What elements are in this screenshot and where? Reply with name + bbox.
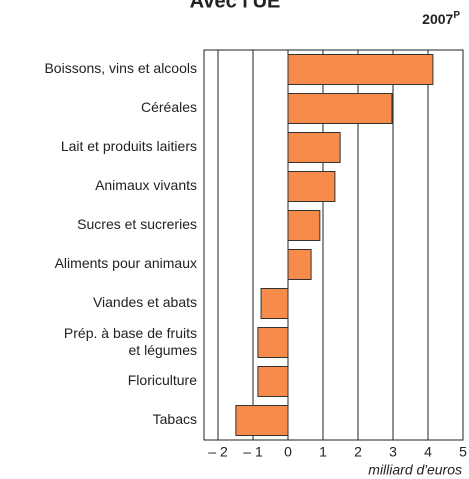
subtitle: 2007P: [422, 10, 460, 27]
y-tick-label: Sucres et sucreries: [77, 216, 197, 232]
bar: [257, 327, 289, 358]
x-tick-label: – 2: [208, 444, 228, 460]
y-tick-label: Viandes et abats: [93, 294, 197, 310]
bar: [287, 210, 321, 241]
subtitle-superscript: P: [453, 10, 460, 21]
bar: [287, 249, 312, 280]
y-tick-label: Prép. à base de fruits et légumes: [64, 325, 197, 358]
bar: [287, 132, 341, 163]
bar: [287, 171, 336, 202]
y-tick-label: Floriculture: [128, 372, 197, 388]
y-tick-label-line: et légumes: [129, 342, 197, 358]
bar: [235, 405, 289, 436]
x-tick-label: 3: [389, 444, 397, 460]
x-tick-label: 4: [424, 444, 432, 460]
x-tick-label: 5: [459, 444, 467, 460]
x-tick-label: 2: [354, 444, 362, 460]
bar: [260, 288, 289, 319]
x-tick-label: – 1: [243, 444, 263, 460]
x-tick-label: 1: [319, 444, 327, 460]
y-tick-label: Aliments pour animaux: [55, 255, 197, 271]
y-tick-label: Céréales: [141, 99, 197, 115]
chart-title: Avec l'UE: [190, 0, 281, 12]
y-tick-label: Boissons, vins et alcools: [44, 60, 197, 76]
y-tick-label-line: Prép. à base de fruits: [64, 325, 197, 341]
x-tick-label: 0: [284, 444, 292, 460]
subtitle-text: 2007: [422, 11, 453, 27]
y-tick-label: Tabacs: [153, 411, 197, 427]
bar: [257, 366, 289, 397]
x-axis-label: milliard d'euros: [368, 462, 462, 478]
bar: [287, 54, 434, 85]
bar: [287, 93, 393, 124]
y-tick-label: Lait et produits laitiers: [61, 138, 197, 154]
y-tick-label: Animaux vivants: [95, 177, 197, 193]
